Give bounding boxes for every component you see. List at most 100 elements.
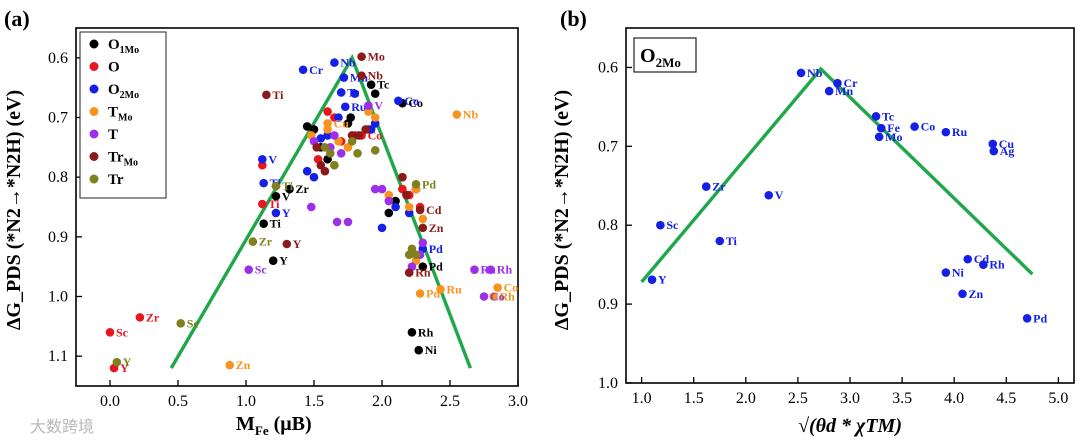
data-point-tr <box>176 319 186 328</box>
data-point-tr <box>411 250 421 260</box>
x-tick-label: 1.5 <box>304 393 324 410</box>
data-label: Nb <box>340 56 356 70</box>
data-point-tmo <box>323 125 332 134</box>
data-label: Mo <box>368 50 385 64</box>
data-point-tr <box>347 137 357 146</box>
data-point-o1mo <box>391 196 400 206</box>
panel-a-xlabel: MFe (μB) <box>236 413 312 438</box>
data-point-o1mo <box>366 80 376 89</box>
legend-marker <box>89 129 99 139</box>
data-label: Ni <box>425 343 438 357</box>
data-label: Co <box>404 94 419 108</box>
y-tick-label: 0.9 <box>48 229 68 246</box>
data-point-o2mo <box>350 89 360 98</box>
legend-label: TMo <box>108 105 132 124</box>
panel-a-xlabel-main: M <box>236 413 255 435</box>
data-label: Pd <box>429 242 443 256</box>
data-label: Mo <box>885 130 902 144</box>
panel-a-points: CoTcZrVTiYRhNiPdScZrYTiCoNbCrMnTcRuCoVTi… <box>105 50 519 375</box>
data-point-tr <box>370 146 380 155</box>
data-label: Ti <box>282 179 294 193</box>
data-label: Rh <box>497 263 513 277</box>
y-tick-label: 1.0 <box>598 375 618 392</box>
data-point-trmo <box>404 268 414 277</box>
data-label: Cr <box>843 76 858 90</box>
data-point-tr <box>326 149 335 158</box>
data-label: Zr <box>259 235 273 249</box>
legend-marker <box>89 39 99 49</box>
data-point-o2mo <box>871 112 881 121</box>
panel-b-inset-box <box>633 37 697 73</box>
data-label: Nb <box>368 69 384 83</box>
data-label: Ag <box>1000 144 1015 158</box>
data-point-tmo <box>225 360 234 370</box>
x-tick-label: 1.0 <box>236 393 256 410</box>
data-label: V <box>282 189 291 203</box>
data-point-tmo <box>436 285 445 294</box>
inset-sub: 2Mo <box>656 55 681 70</box>
data-label: Ni <box>952 266 965 280</box>
panel-b-ylabel: ΔG_PDS (*N2→*N2H) (eV) <box>551 90 573 330</box>
x-tick-label: 4.0 <box>944 390 964 407</box>
y-tick-label: 0.6 <box>48 50 68 67</box>
data-point-o2mo <box>404 208 414 218</box>
data-point-t <box>306 202 316 212</box>
data-label: Zn <box>969 287 984 301</box>
data-label: Sc <box>666 218 679 232</box>
data-point-tmo <box>489 292 498 301</box>
y-tick-label: 0.7 <box>598 138 618 155</box>
data-label: Sc <box>255 263 268 277</box>
panel-b-xlabel: √(θd * χTM) <box>798 415 902 437</box>
data-point-trmo <box>262 90 271 100</box>
data-label: Y <box>293 237 302 251</box>
data-label: Co <box>408 96 423 110</box>
data-point-t <box>377 184 387 194</box>
panel-a-frame <box>75 27 519 387</box>
panel-a-ticks: 0.0 0.5 1.0 1.5 2.0 2.5 3.0 0.6 0.7 0.8 0.9 1.0 1.1 <box>48 50 528 410</box>
data-label: Ti <box>272 88 284 102</box>
x-tick-label: 0.5 <box>168 393 188 410</box>
data-point-tmo <box>364 107 373 116</box>
x-tick-label: 2.0 <box>736 390 756 407</box>
data-point-o <box>258 160 267 170</box>
legend-marker <box>89 107 99 116</box>
data-point-tr <box>330 160 339 170</box>
data-point-o2mo <box>989 146 999 156</box>
data-label: Tc <box>377 78 390 92</box>
data-point-trmo <box>282 239 292 249</box>
data-point-t <box>343 217 353 227</box>
data-point-t <box>370 184 380 194</box>
data-label: Co <box>504 281 519 295</box>
panel-a-ylabel: ΔG_PDS (*N2→*N2H) (eV) <box>3 90 25 330</box>
y-tick-label: 1.0 <box>48 289 68 306</box>
panel-b-inset-label: O2Mo <box>640 45 681 70</box>
inset-main: O <box>640 45 656 67</box>
data-point-o1mo <box>285 184 294 194</box>
data-point-o <box>105 328 115 337</box>
data-label: Pd <box>429 260 443 274</box>
legend-label-main: Tr <box>108 150 124 166</box>
trend-line <box>169 53 472 369</box>
data-point-tmo <box>370 113 380 122</box>
data-point-o2mo <box>701 182 711 191</box>
data-label: Rh <box>418 325 434 339</box>
panel-b-label: (b) <box>560 6 587 31</box>
data-point-o2mo <box>958 289 967 299</box>
y-tick-label: 0.7 <box>48 110 68 127</box>
data-label: Y <box>120 361 129 375</box>
data-point-tmo <box>493 283 502 292</box>
legend-marker <box>89 174 99 184</box>
data-point-o2mo <box>259 178 268 188</box>
x-tick-label: 4.5 <box>996 390 1016 407</box>
x-tick-label: 1.5 <box>684 390 704 407</box>
legend-marker <box>89 152 99 161</box>
data-point-o2mo <box>258 154 267 164</box>
data-point-o1mo <box>302 122 312 131</box>
data-point-trmo <box>357 71 366 81</box>
data-point-tmo <box>404 202 414 212</box>
legend-marker <box>89 62 99 71</box>
data-point-o <box>258 199 267 209</box>
